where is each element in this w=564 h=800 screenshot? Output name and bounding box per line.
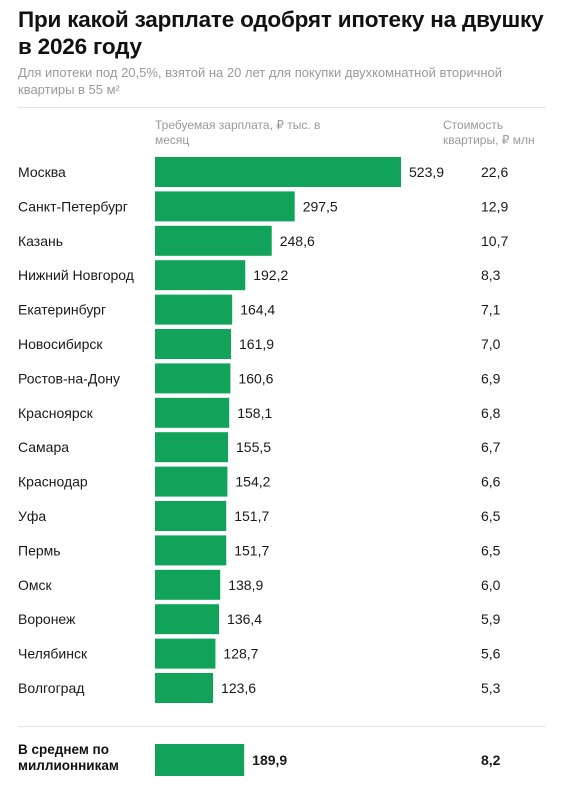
salary-bar bbox=[155, 535, 227, 566]
average-salary-bar bbox=[155, 744, 245, 776]
salary-value-label: 297,5 bbox=[303, 198, 338, 214]
salary-bar bbox=[155, 191, 295, 222]
cost-value-label: 12,9 bbox=[481, 198, 508, 214]
cost-value-label: 5,3 bbox=[481, 680, 501, 696]
cost-value-label: 10,7 bbox=[481, 233, 508, 249]
city-label: Москва bbox=[18, 164, 66, 180]
city-label: Новосибирск bbox=[18, 336, 103, 352]
average-cost-value-label: 8,2 bbox=[481, 752, 501, 768]
salary-bar bbox=[155, 225, 272, 256]
cost-value-label: 6,0 bbox=[481, 577, 501, 593]
city-label: Екатеринбург bbox=[18, 302, 106, 318]
salary-value-label: 192,2 bbox=[253, 267, 288, 283]
salary-bar bbox=[155, 329, 232, 359]
salary-bar bbox=[155, 569, 221, 600]
city-label: Самара bbox=[18, 439, 69, 455]
salary-value-label: 161,9 bbox=[239, 336, 274, 352]
salary-value-label: 248,6 bbox=[280, 233, 315, 249]
city-label: Воронеж bbox=[18, 611, 76, 627]
salary-value-label: 164,4 bbox=[240, 302, 275, 318]
salary-value-label: 154,2 bbox=[235, 474, 270, 490]
cost-value-label: 6,8 bbox=[481, 405, 501, 421]
chart-title: При какой зарплате одобрят ипотеку на дв… bbox=[18, 7, 544, 59]
average-divider bbox=[18, 726, 546, 727]
city-label: Челябинск bbox=[18, 646, 88, 662]
city-label: Пермь bbox=[18, 542, 61, 558]
cost-value-label: 6,7 bbox=[481, 439, 501, 455]
salary-bar bbox=[155, 604, 220, 635]
city-label: Ростов-на-Дону bbox=[18, 370, 120, 386]
city-label: Краснодар bbox=[18, 474, 88, 490]
cost-value-label: 7,1 bbox=[481, 302, 501, 318]
salary-bar bbox=[155, 466, 228, 497]
salary-value-label: 158,1 bbox=[237, 405, 272, 421]
city-label: Казань bbox=[18, 233, 63, 249]
city-label: Нижний Новгород bbox=[18, 267, 134, 283]
city-label: Красноярск bbox=[18, 405, 94, 421]
salary-bar bbox=[155, 638, 216, 669]
salary-value-label: 123,6 bbox=[221, 680, 256, 696]
cost-value-label: 6,6 bbox=[481, 474, 501, 490]
cost-value-label: 5,6 bbox=[481, 646, 501, 662]
average-salary-value-label: 189,9 bbox=[252, 752, 287, 768]
salary-bar bbox=[155, 363, 231, 394]
city-label: Омск bbox=[18, 577, 53, 593]
salary-value-label: 128,7 bbox=[223, 646, 258, 662]
salary-column-header: Требуемая зарплата, ₽ тыс. в месяц bbox=[155, 118, 321, 147]
salary-value-label: 138,9 bbox=[228, 577, 263, 593]
cost-value-label: 6,5 bbox=[481, 508, 501, 524]
cost-value-label: 6,9 bbox=[481, 370, 501, 386]
city-label: Уфа bbox=[18, 508, 46, 524]
cost-column-header: Стоимость квартиры, ₽ млн bbox=[443, 118, 535, 147]
salary-value-label: 160,6 bbox=[238, 370, 273, 386]
salary-bar bbox=[155, 432, 229, 463]
chart-subtitle: Для ипотеки под 20,5%, взятой на 20 лет … bbox=[18, 65, 503, 97]
cost-value-label: 7,0 bbox=[481, 336, 501, 352]
salary-bar bbox=[155, 397, 230, 428]
salary-bar bbox=[155, 501, 227, 531]
salary-bar bbox=[155, 260, 246, 291]
salary-value-label: 151,7 bbox=[234, 508, 269, 524]
salary-bar bbox=[155, 673, 214, 703]
cost-value-label: 8,3 bbox=[481, 267, 501, 283]
cost-value-label: 22,6 bbox=[481, 164, 508, 180]
average-label: В среднем по миллионникам bbox=[18, 742, 119, 773]
salary-bar bbox=[155, 157, 401, 187]
city-label: Санкт-Петербург bbox=[18, 198, 128, 214]
top-divider bbox=[18, 107, 546, 108]
city-label: Волгоград bbox=[18, 680, 84, 696]
cost-value-label: 6,5 bbox=[481, 542, 501, 558]
salary-value-label: 151,7 bbox=[234, 542, 269, 558]
salary-bar bbox=[155, 294, 233, 325]
cost-value-label: 5,9 bbox=[481, 611, 501, 627]
salary-value-label: 136,4 bbox=[227, 611, 262, 627]
salary-value-label: 523,9 bbox=[409, 164, 444, 180]
salary-value-label: 155,5 bbox=[236, 439, 271, 455]
